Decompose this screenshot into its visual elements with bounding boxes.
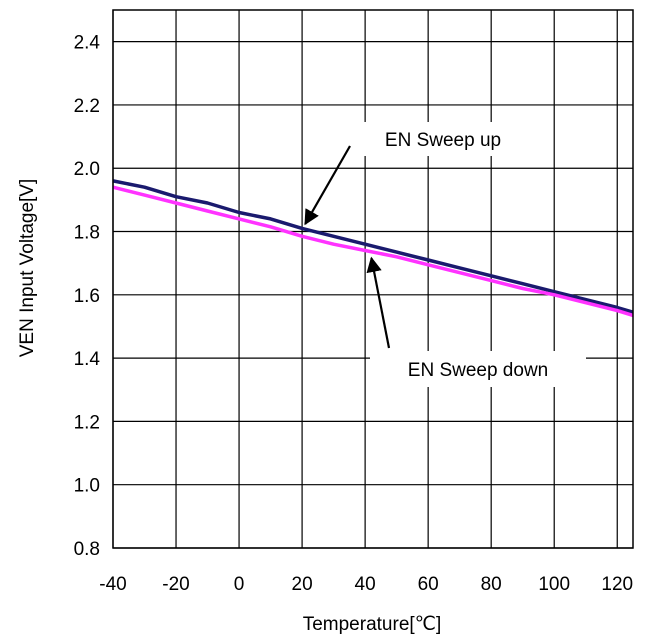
grid xyxy=(112,10,633,549)
y-tick-label: 1.0 xyxy=(74,476,100,497)
x-tick-label: 60 xyxy=(418,574,439,595)
x-axis-label: Temperature[℃] xyxy=(303,614,442,635)
annotation-label-sweep-up: EN Sweep up xyxy=(385,130,501,151)
series-line-sweep-up xyxy=(112,179,634,314)
annotation-arrow-sweep-down xyxy=(366,256,391,349)
x-tick-label: 80 xyxy=(481,574,502,595)
y-tick-label: 2.4 xyxy=(74,33,101,54)
annotation-arrow-sweep-up xyxy=(304,145,351,226)
y-tick-label: 0.8 xyxy=(74,539,100,560)
x-tick-label: 100 xyxy=(538,574,570,595)
x-tick-label: 20 xyxy=(292,574,313,595)
y-tick-label: 1.4 xyxy=(74,349,101,370)
x-tick-label: 0 xyxy=(234,574,245,595)
series-line-sweep-down xyxy=(112,185,634,318)
annotations: EN Sweep up EN Sweep down xyxy=(304,122,586,387)
annotation-label-sweep-down: EN Sweep down xyxy=(408,360,548,381)
x-tick-label: 120 xyxy=(601,574,633,595)
y-tick-label: 2.0 xyxy=(74,159,100,180)
plot-frame xyxy=(112,9,634,549)
x-tick-label: -20 xyxy=(162,574,189,595)
x-tick-label: 40 xyxy=(355,574,376,595)
y-tick-label: 1.8 xyxy=(74,223,100,244)
tick-labels: -40 -20 0 20 40 60 80 100 120 0.8 1.0 1.2 1.4 1.6 1.8 2… xyxy=(74,33,634,595)
y-axis-label: VEN Input Voltage[V] xyxy=(17,179,38,358)
x-tick-label: -40 xyxy=(99,574,126,595)
y-tick-label: 2.2 xyxy=(74,96,100,117)
y-tick-label: 1.6 xyxy=(74,286,100,307)
y-tick-label: 1.2 xyxy=(74,412,100,433)
series-layer xyxy=(112,179,634,318)
annotation-box-sweep-down xyxy=(370,351,586,387)
annotation-box-sweep-up xyxy=(357,122,529,156)
